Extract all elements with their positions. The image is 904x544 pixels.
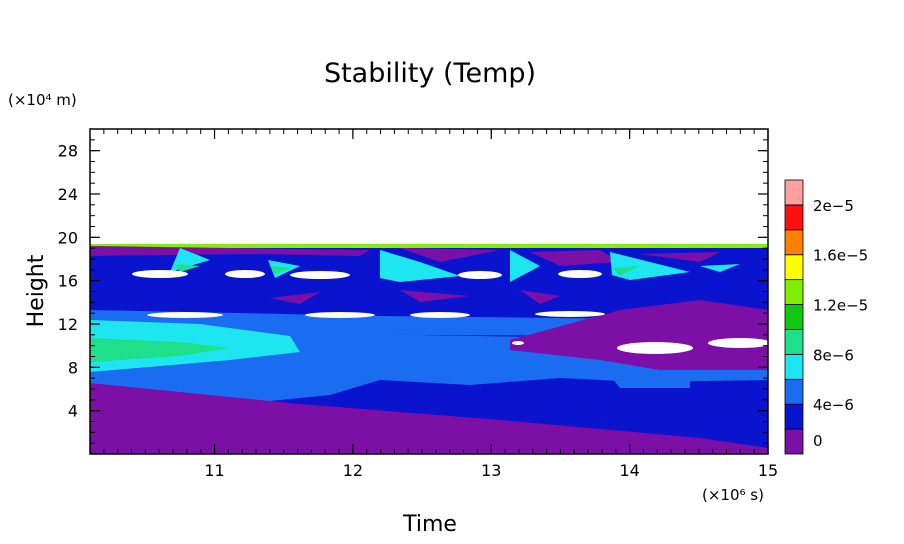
colorbar-swatch [784, 304, 804, 330]
purple-streak-1 [510, 300, 768, 370]
white-lens-7 [305, 312, 375, 318]
purple-streak-6 [520, 290, 560, 304]
cyan-wedge-5 [700, 264, 740, 272]
green-peak [90, 338, 230, 362]
x-tick-label: 13 [481, 461, 501, 480]
white-lens-2 [225, 270, 265, 278]
y-tick-label: 16 [58, 272, 78, 291]
white-lens-4 [458, 271, 502, 279]
y-tick-label: 28 [58, 142, 78, 161]
plot-area [90, 244, 768, 454]
white-lens-12 [512, 341, 524, 345]
purple-streak-3 [400, 248, 500, 262]
chart-title: Stability (Temp) [324, 58, 536, 89]
x-ticks: 11 12 13 14 15 [89, 129, 778, 480]
y-tick-label: 20 [58, 228, 78, 247]
colorbar-label: 2e−5 [813, 197, 854, 215]
tropopause-edge [90, 244, 768, 248]
colorbar-swatch [784, 179, 804, 206]
white-lens-6 [147, 312, 223, 318]
x-unit-label: (×10⁶ s) [702, 486, 764, 504]
colorbar-label: 1.2e−5 [813, 297, 868, 315]
cyan-wedge-3 [510, 250, 540, 282]
colorbar-swatch [784, 204, 804, 231]
x-tick-label: 11 [204, 461, 224, 480]
colorbar-label: 1.6e−5 [813, 247, 868, 265]
colorbar-swatch [784, 378, 804, 405]
x-tick-label: 14 [619, 461, 639, 480]
purple-streak-2 [90, 246, 370, 256]
cyan-wedge-4 [610, 252, 690, 280]
white-lens-9 [535, 311, 605, 317]
pocket-1 [612, 378, 690, 388]
surface-layer [90, 383, 768, 454]
purple-streak-7 [400, 290, 470, 302]
colorbar-swatch [784, 428, 804, 455]
colorbar-label: 4e−6 [813, 396, 854, 414]
green-wedge-2 [270, 266, 292, 274]
y-tick-label: 24 [58, 185, 78, 204]
x-tick-label: 12 [343, 461, 363, 480]
y-tick-label: 4 [68, 402, 78, 421]
y-unit-label: (×10⁴ m) [8, 91, 77, 109]
purple-streak-8 [270, 292, 320, 304]
green-wedge-3 [612, 266, 640, 276]
colorbar-swatch [784, 329, 804, 355]
white-lens-5 [558, 270, 602, 278]
green-wedge-1 [175, 264, 200, 272]
pocket-2 [375, 360, 470, 370]
colorbar: 0 4e−6 8e−6 1.2e−5 1.6e−5 2e−5 [784, 179, 868, 455]
white-lens-8 [410, 312, 470, 318]
colorbar-swatch [784, 279, 804, 305]
colorbar-label: 8e−6 [813, 346, 854, 364]
purple-streak-4 [530, 250, 620, 266]
x-axis-label: Time [402, 512, 457, 537]
y-ticks: 4 8 12 16 20 24 28 [58, 139, 768, 444]
y-axis-label: Height [24, 254, 49, 327]
white-lens-3 [290, 271, 350, 279]
white-lens-10 [617, 342, 693, 354]
colorbar-label: 0 [813, 432, 823, 450]
colorbar-swatch [784, 403, 804, 430]
x-tick-label: 15 [758, 461, 778, 480]
colorbar-swatch [784, 254, 804, 281]
purple-streak-5 [640, 252, 720, 262]
white-lens-11 [708, 338, 768, 348]
y-tick-label: 8 [68, 358, 78, 377]
colorbar-swatch [784, 353, 804, 380]
colorbar-swatch [784, 229, 804, 256]
cyan-wedge-2 [380, 250, 460, 282]
white-lens-1 [132, 270, 188, 278]
y-tick-label: 12 [58, 315, 78, 334]
